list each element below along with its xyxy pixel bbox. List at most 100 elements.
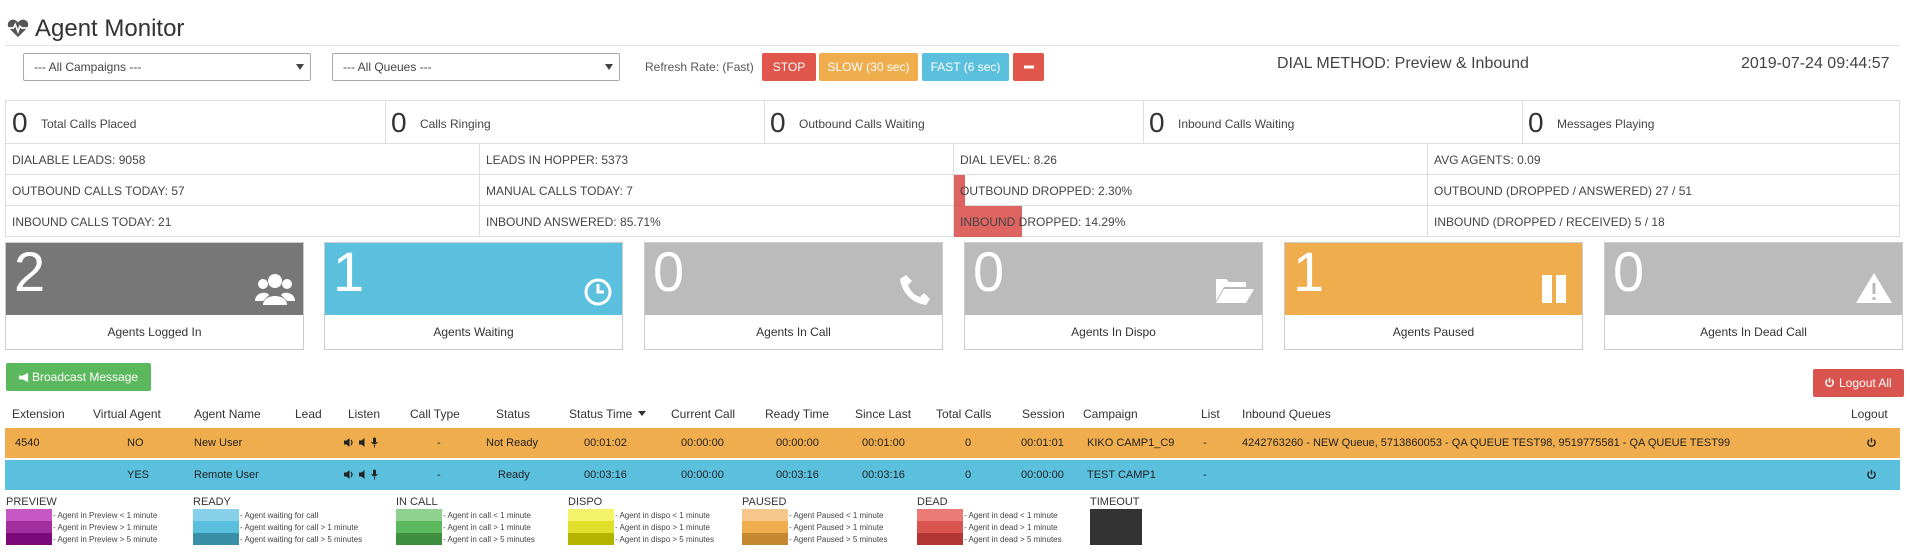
fast-refresh-button[interactable]: FAST (6 sec) [922, 53, 1009, 81]
cell-agent-name[interactable]: Remote User [194, 469, 259, 481]
outbound-dropped-answered: OUTBOUND (DROPPED / ANSWERED) 27 / 51 [1434, 184, 1693, 198]
col-current-call[interactable]: Current Call [671, 407, 736, 421]
legend-title: DEAD [917, 496, 948, 508]
cell-session: 00:00:00 [1021, 469, 1064, 481]
power-icon[interactable] [1866, 469, 1877, 480]
legend-swatch [742, 521, 788, 533]
bullhorn-icon [18, 372, 29, 383]
cell-since-last: 00:01:00 [862, 437, 905, 449]
legend-title: READY [193, 496, 231, 508]
stat-label: Inbound Calls Waiting [1178, 117, 1295, 131]
stat-label: Outbound Calls Waiting [799, 117, 925, 131]
queues-select-value: --- All Queues --- [343, 60, 432, 74]
manual-calls-today: MANUAL CALLS TODAY: 7 [480, 175, 954, 206]
table-row[interactable]: 4540 NO New User - Not Ready 00:01:02 00… [5, 428, 1900, 458]
broadcast-message-button[interactable]: Broadcast Message [6, 363, 151, 391]
tile-header: 1 [1285, 240, 1582, 315]
col-virtual-agent[interactable]: Virtual Agent [93, 407, 161, 421]
legend-swatch [6, 509, 52, 521]
col-call-type[interactable]: Call Type [410, 407, 460, 421]
cell-campaign: KIKO CAMP1_C9 [1087, 437, 1175, 449]
tile-agents-logged-in[interactable]: 2 Agents Logged In [5, 240, 304, 350]
col-listen[interactable]: Listen [348, 407, 381, 421]
tile-agents-in-call[interactable]: 0 Agents In Call [644, 240, 943, 350]
tile-agents-in-dispo[interactable]: 0 Agents In Dispo [964, 240, 1263, 350]
legend-swatch [6, 533, 52, 545]
queues-select[interactable]: --- All Queues --- [332, 53, 620, 81]
warning-icon [1856, 273, 1892, 303]
microphone-icon[interactable] [370, 469, 379, 480]
cell-session: 00:01:01 [1021, 437, 1064, 449]
inbound-dropped-text: INBOUND DROPPED: 14.29% [960, 215, 1126, 229]
tile-agents-paused[interactable]: 1 Agents Paused [1284, 240, 1583, 350]
outbound-dropped-bar [954, 175, 965, 206]
inbound-dropped-received: INBOUND (DROPPED / RECEIVED) 5 / 18 [1434, 215, 1665, 229]
broadcast-message-label: Broadcast Message [32, 370, 139, 384]
cell-extension: 4540 [15, 437, 40, 449]
volume-down-icon[interactable] [358, 469, 366, 480]
table-row[interactable]: YES Remote User - Ready 00:03:16 00:00:0… [5, 460, 1900, 490]
campaigns-select[interactable]: --- All Campaigns --- [23, 53, 311, 81]
call-stats-panel: 0 Total Calls Placed 0 Calls Ringing 0 O… [5, 100, 1900, 237]
legend-item-label: - Agent in dispo < 1 minute [615, 511, 710, 520]
tile-value: 1 [333, 240, 365, 303]
col-total-calls[interactable]: Total Calls [936, 407, 992, 421]
col-inbound-queues[interactable]: Inbound Queues [1242, 407, 1331, 421]
tile-label: Agents In Dispo [965, 315, 1262, 349]
stat-label: Total Calls Placed [41, 117, 137, 131]
stat-label: Messages Playing [1557, 117, 1655, 131]
col-session[interactable]: Session [1022, 407, 1065, 421]
logout-all-button[interactable]: Logout All [1813, 369, 1904, 397]
col-status-time-label: Status Time [569, 407, 633, 421]
cell-list: - [1203, 469, 1207, 481]
col-status-time[interactable]: Status Time [569, 407, 646, 421]
col-agent-name[interactable]: Agent Name [194, 407, 261, 421]
legend-swatch [568, 509, 614, 521]
stat-value: 0 [12, 107, 28, 138]
stats-grid-row: OUTBOUND CALLS TODAY: 57 MANUAL CALLS TO… [6, 175, 1899, 206]
heartbeat-icon [7, 19, 29, 38]
inbound-calls-today: INBOUND CALLS TODAY: 21 [6, 206, 480, 237]
volume-up-icon[interactable] [344, 469, 354, 480]
cell-current-call: 00:00:00 [681, 437, 724, 449]
cell-campaign: TEST CAMP1 [1087, 469, 1156, 481]
leads-in-hopper: LEADS IN HOPPER: 5373 [480, 144, 954, 175]
col-ready-time[interactable]: Ready Time [765, 407, 830, 421]
col-campaign[interactable]: Campaign [1083, 407, 1138, 421]
tile-agents-waiting[interactable]: 1 Agents Waiting [324, 240, 623, 350]
page-title: Agent Monitor [35, 15, 185, 42]
tile-label: Agents In Call [645, 315, 942, 349]
legend-swatch [742, 509, 788, 521]
col-status[interactable]: Status [496, 407, 531, 421]
slow-refresh-button[interactable]: SLOW (30 sec) [819, 53, 918, 81]
legend-swatch [917, 521, 963, 533]
col-extension[interactable]: Extension [12, 407, 65, 421]
cell-agent-name[interactable]: New User [194, 437, 243, 449]
tile-agents-in-dead-call[interactable]: 0 Agents In Dead Call [1604, 240, 1903, 350]
legend-item-label: - Agent in dead < 1 minute [964, 511, 1058, 520]
cell-status-time: 00:01:02 [584, 437, 627, 449]
legend-swatch [396, 509, 442, 521]
collapse-button[interactable] [1013, 53, 1044, 81]
phone-icon [900, 275, 930, 305]
volume-up-icon[interactable] [344, 437, 354, 448]
legend-item-label: - Agent in call > 1 minute [443, 523, 531, 532]
col-lead[interactable]: Lead [295, 407, 322, 421]
legend-swatch [193, 521, 239, 533]
chevron-down-icon [605, 64, 613, 70]
legend-swatch [396, 521, 442, 533]
stat-messages-playing: 0 Messages Playing [1522, 101, 1901, 144]
legend-item-label: - Agent Paused > 5 minutes [789, 535, 888, 544]
legend-item-label: - Agent Paused > 1 minute [789, 523, 884, 532]
divider [385, 101, 386, 144]
dial-method: DIAL METHOD: Preview & Inbound [1277, 55, 1529, 72]
microphone-icon[interactable] [370, 437, 379, 448]
col-list[interactable]: List [1201, 407, 1220, 421]
campaigns-select-value: --- All Campaigns --- [34, 60, 142, 74]
stat-value: 0 [1528, 107, 1544, 138]
power-icon[interactable] [1866, 437, 1877, 448]
stop-button[interactable]: STOP [762, 53, 816, 81]
volume-down-icon[interactable] [358, 437, 366, 448]
col-since-last[interactable]: Since Last [855, 407, 912, 421]
legend-item-label: - Agent waiting for call > 1 minute [240, 523, 359, 532]
